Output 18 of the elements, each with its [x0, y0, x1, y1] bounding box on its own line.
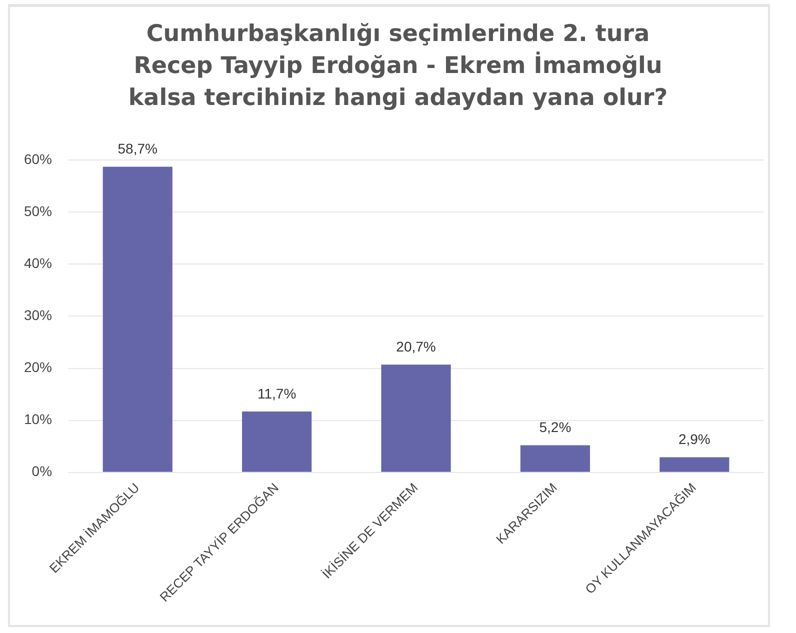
y-tick-label: 10% [24, 411, 52, 428]
data-label: 20,7% [396, 338, 436, 354]
data-label: 2,9% [678, 431, 710, 448]
data-label: 5,2% [539, 419, 572, 436]
y-tick-label: 60% [24, 150, 52, 167]
bar [381, 364, 451, 472]
bar [102, 166, 172, 472]
data-label: 11,7% [257, 385, 296, 402]
y-tick-label: 50% [24, 202, 52, 219]
y-tick-label: 40% [24, 254, 52, 271]
y-tick-label: 0% [32, 463, 52, 480]
y-tick-label: 20% [24, 359, 52, 376]
y-tick-label: 30% [24, 307, 52, 324]
bar [660, 457, 730, 472]
bar [520, 445, 590, 472]
data-label: 58,7% [118, 140, 158, 157]
chart-title: Cumhurbaşkanlığı seçimlerinde 2. tura Recep Tayyip Erdoğan - Ekrem İmamoğlu kalsa tercihiniz hangi adaydan yana olur? [127, 20, 669, 113]
bar [242, 411, 312, 472]
